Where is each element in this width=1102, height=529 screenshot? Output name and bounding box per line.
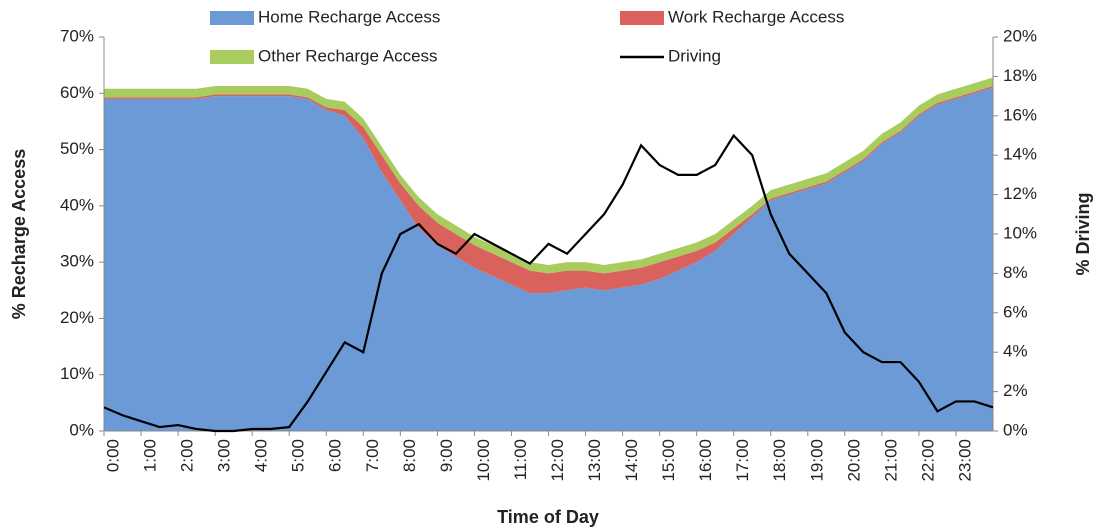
x-tick-label: 19:00 bbox=[807, 439, 826, 482]
y2-tick-label: 10% bbox=[1003, 223, 1037, 242]
legend-label: Work Recharge Access bbox=[668, 7, 844, 26]
y-tick-label: 0% bbox=[69, 420, 94, 439]
y-tick-label: 30% bbox=[60, 252, 94, 271]
x-tick-label: 16:00 bbox=[696, 439, 715, 482]
y2-tick-label: 20% bbox=[1003, 26, 1037, 45]
y2-tick-label: 6% bbox=[1003, 302, 1028, 321]
legend-label: Home Recharge Access bbox=[258, 7, 440, 26]
y2-tick-label: 8% bbox=[1003, 263, 1028, 282]
x-tick-label: 2:00 bbox=[178, 439, 197, 472]
x-tick-label: 14:00 bbox=[622, 439, 641, 482]
line bbox=[103, 133, 994, 433]
x-tick-label: 12:00 bbox=[548, 439, 567, 482]
y2-tick-label: 2% bbox=[1003, 381, 1028, 400]
x-tick-label: 15:00 bbox=[659, 439, 678, 482]
y-tick-label: 70% bbox=[60, 26, 94, 45]
x-tick-label: 5:00 bbox=[289, 439, 308, 472]
x-tick-label: 0:00 bbox=[103, 439, 122, 472]
x-tick-label: 11:00 bbox=[511, 439, 530, 480]
x-tick-label: 23:00 bbox=[955, 439, 974, 482]
x-tick-label: 22:00 bbox=[918, 439, 937, 482]
legend-swatch bbox=[620, 11, 664, 25]
legend-label: Driving bbox=[668, 46, 721, 65]
x-tick-label: 3:00 bbox=[215, 439, 234, 472]
x-tick-label: 20:00 bbox=[844, 439, 863, 482]
y2-tick-label: 18% bbox=[1003, 66, 1037, 85]
x-tick-label: 9:00 bbox=[437, 439, 456, 472]
x-tick-label: 17:00 bbox=[733, 439, 752, 482]
y-tick-label: 20% bbox=[60, 308, 94, 327]
y2-tick-label: 12% bbox=[1003, 184, 1037, 203]
y-tick-label: 60% bbox=[60, 83, 94, 102]
y2-tick-label: 14% bbox=[1003, 145, 1037, 164]
y2-tick-label: 16% bbox=[1003, 105, 1037, 124]
x-tick-label: 1:00 bbox=[141, 439, 160, 472]
legend-label: Other Recharge Access bbox=[258, 46, 438, 65]
legend-swatch bbox=[210, 11, 254, 25]
y-tick-label: 50% bbox=[60, 139, 94, 158]
y-tick-label: 40% bbox=[60, 195, 94, 214]
legend-swatch bbox=[210, 50, 254, 64]
area bbox=[104, 87, 993, 432]
y-tick-label: 10% bbox=[60, 364, 94, 383]
x-tick-label: 7:00 bbox=[363, 439, 382, 472]
y-axis-title: % Recharge Access bbox=[9, 149, 29, 319]
y2-tick-label: 4% bbox=[1003, 342, 1028, 361]
x-tick-label: 13:00 bbox=[585, 439, 604, 482]
x-tick-label: 6:00 bbox=[326, 439, 345, 472]
area bbox=[104, 77, 993, 274]
x-tick-label: 10:00 bbox=[474, 439, 493, 482]
x-axis-title: Time of Day bbox=[497, 507, 599, 527]
y2-tick-label: 0% bbox=[1003, 420, 1028, 439]
x-tick-label: 21:00 bbox=[881, 439, 900, 482]
x-tick-label: 18:00 bbox=[770, 439, 789, 482]
x-tick-label: 4:00 bbox=[252, 439, 271, 472]
y2-axis-title: % Driving bbox=[1073, 192, 1093, 275]
x-tick-label: 8:00 bbox=[400, 439, 419, 472]
